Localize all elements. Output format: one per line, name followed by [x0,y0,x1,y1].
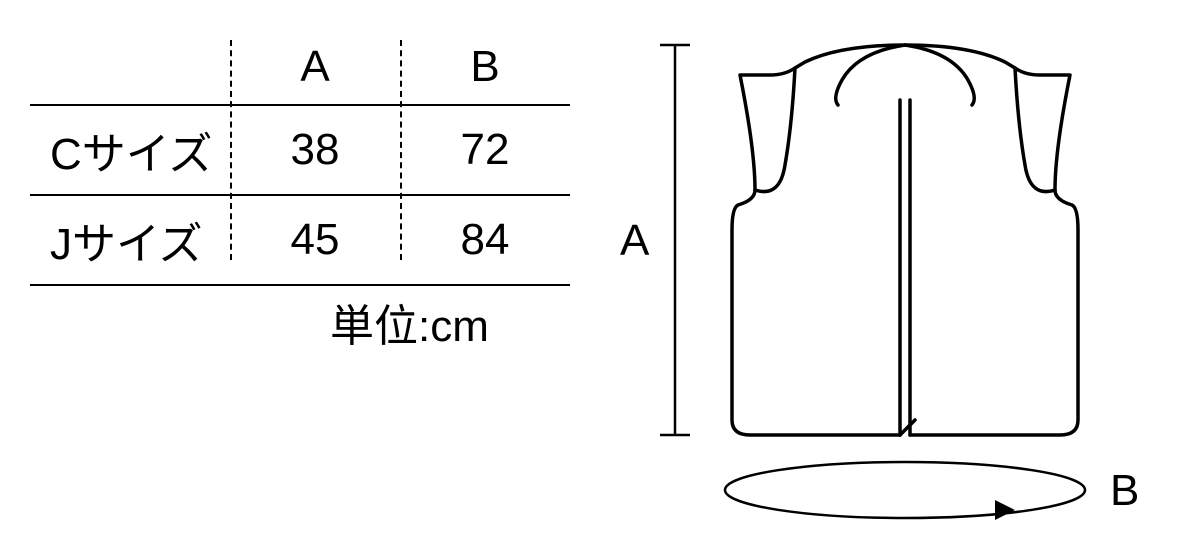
cell-value: 45 [230,195,400,285]
table-header-row: A B [30,30,570,105]
measure-b-ellipse [725,462,1085,518]
header-empty [30,30,230,105]
vest-diagram-section: A [600,0,1200,556]
unit-label: 単位:cm [330,290,489,354]
table-row: Jサイズ 45 84 [30,195,570,285]
table-row: Cサイズ 38 72 [30,105,570,195]
cell-value: 84 [400,195,570,285]
row-label: Jサイズ [30,195,230,285]
cell-value: 72 [400,105,570,195]
measure-b-label: B [1110,466,1139,515]
vest-diagram: A [620,20,1180,540]
vest-outline [732,45,1078,435]
size-table-section: A B Cサイズ 38 72 Jサイズ 45 84 単位:cm [0,0,600,556]
measure-a-line [660,45,690,435]
header-a: A [230,30,400,105]
size-table: A B Cサイズ 38 72 Jサイズ 45 84 [30,30,570,286]
header-b: B [400,30,570,105]
measure-a-label: A [620,216,650,265]
cell-value: 38 [230,105,400,195]
arrowhead-icon [995,500,1015,520]
row-label: Cサイズ [30,105,230,195]
